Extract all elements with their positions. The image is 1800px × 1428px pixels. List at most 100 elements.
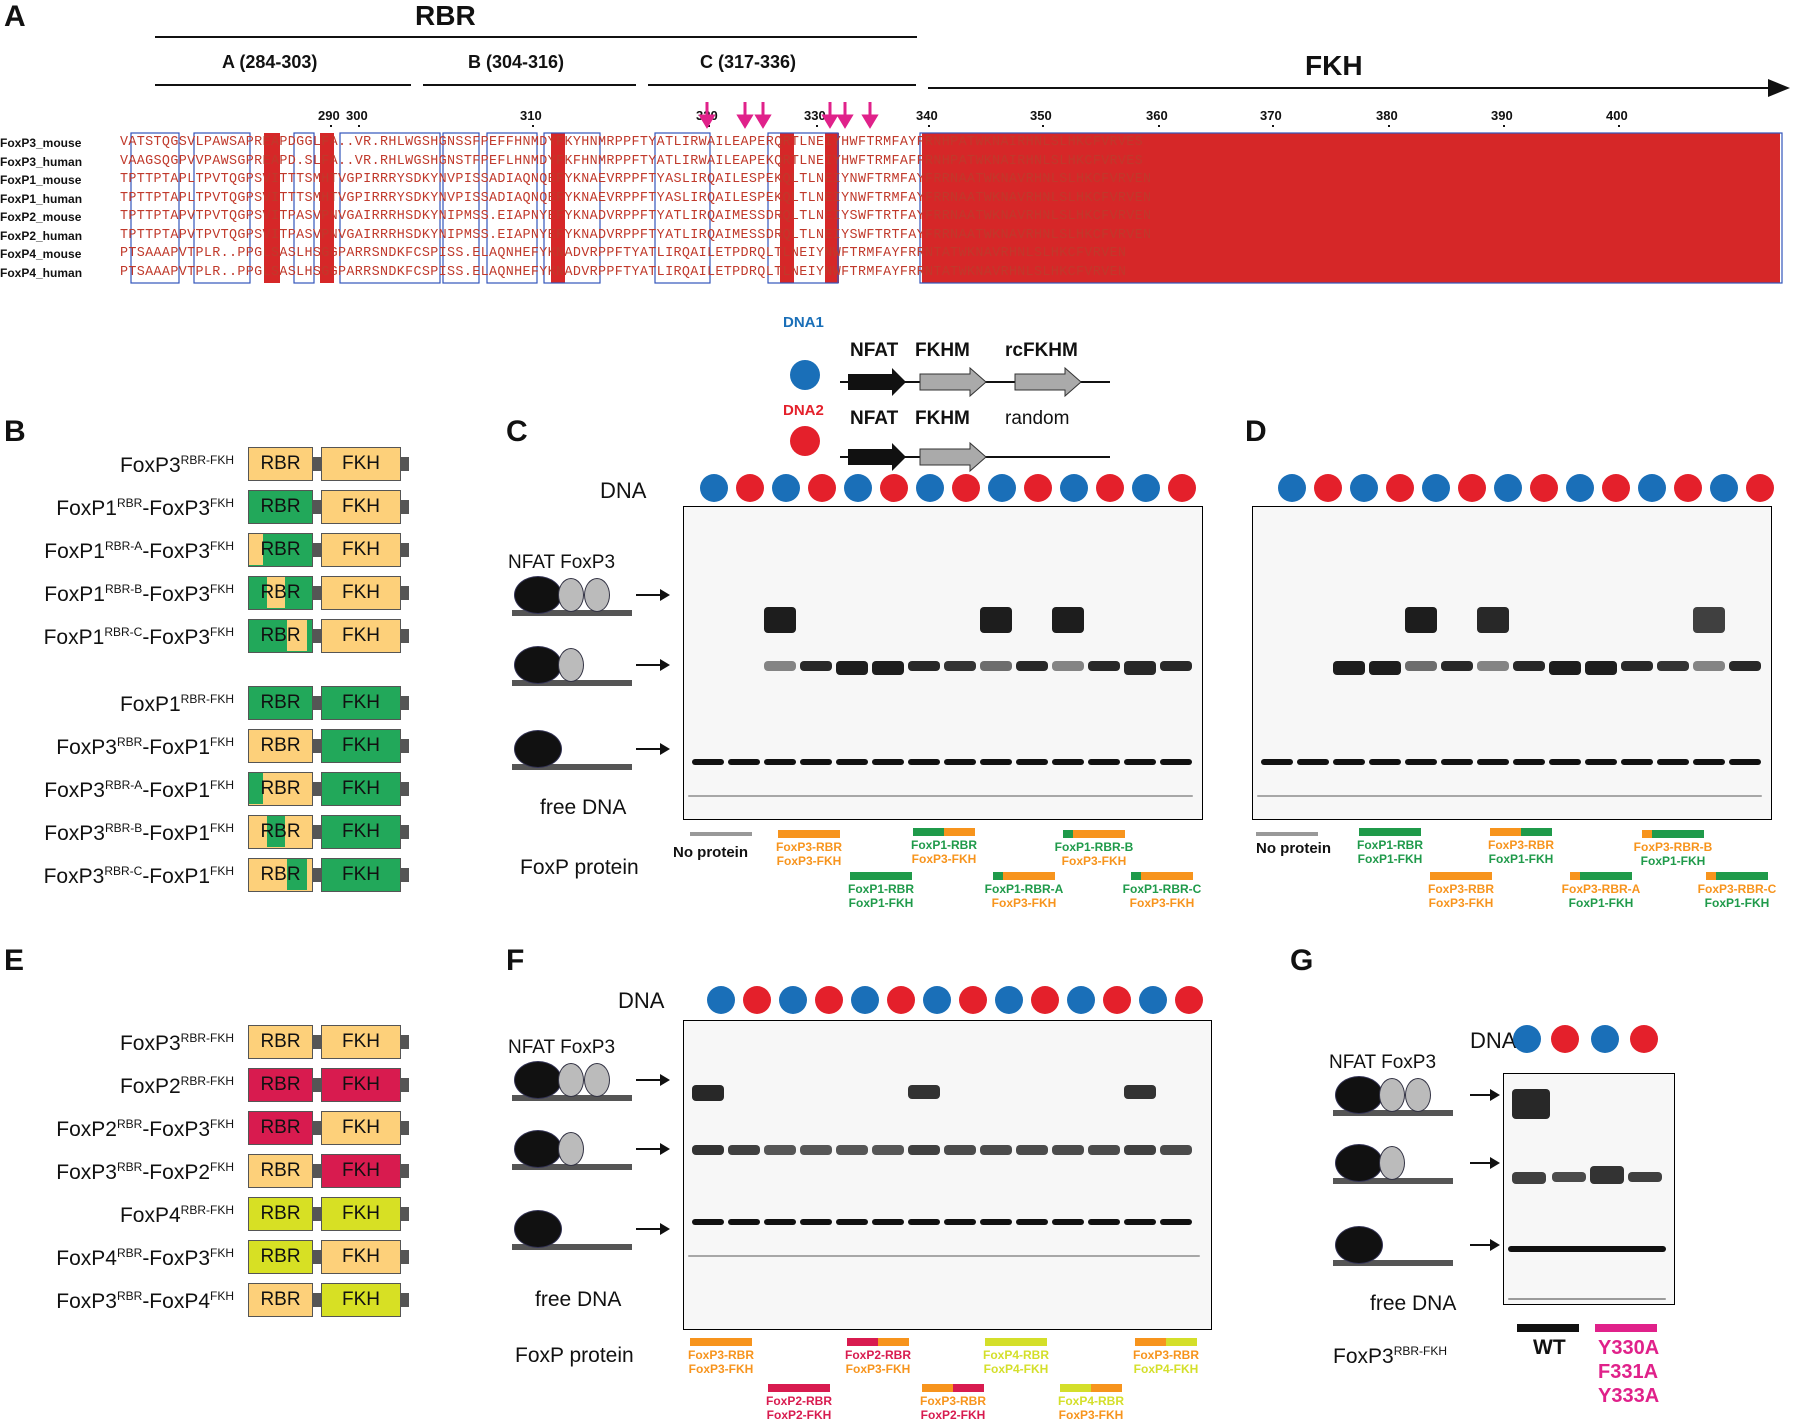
lane-bar bbox=[1490, 828, 1552, 836]
rbr-box: RBR bbox=[248, 1025, 313, 1059]
construct-sup1: RBR-C bbox=[104, 625, 143, 639]
arrow-icon bbox=[1470, 1089, 1500, 1101]
lane-bar-rbr bbox=[1706, 872, 1716, 880]
band-g-1d bbox=[1628, 1172, 1662, 1182]
band-g-1c bbox=[1590, 1166, 1624, 1184]
tick-dot bbox=[1388, 125, 1390, 127]
lane-fkh: FoxP3-FKH bbox=[911, 852, 977, 866]
construct-part1: FoxP2 bbox=[119, 1075, 181, 1098]
band-free bbox=[1693, 759, 1725, 765]
linker bbox=[313, 500, 321, 514]
lane-rbr: FoxP1-RBR-C bbox=[1122, 882, 1202, 896]
band-free bbox=[1621, 759, 1653, 765]
dna-dot bbox=[779, 986, 807, 1014]
rbr-box: RBR bbox=[248, 533, 313, 567]
band-complex bbox=[980, 661, 1012, 671]
lane-rbr: FoxP3-RBR-B bbox=[1633, 840, 1713, 854]
construct-sup2: FKH bbox=[210, 821, 234, 835]
linker bbox=[313, 1207, 321, 1221]
mutation-arrows bbox=[698, 102, 879, 129]
linker bbox=[313, 868, 321, 882]
foxp-protein-label-f: FoxP protein bbox=[515, 1344, 634, 1367]
arrow-icon bbox=[636, 743, 670, 755]
dna-dot bbox=[1060, 474, 1088, 502]
c-terminus bbox=[401, 586, 409, 600]
construct-row: FoxP3RBR-C-FoxP1FKH RBR FKH bbox=[0, 858, 420, 898]
dna-dot bbox=[707, 986, 735, 1014]
linker bbox=[313, 1250, 321, 1264]
lane-bar bbox=[1131, 872, 1193, 880]
fkh-box: FKH bbox=[321, 815, 401, 849]
gel-f bbox=[683, 1020, 1212, 1330]
band-complex bbox=[1549, 661, 1581, 675]
nfat-label-1: NFAT bbox=[850, 340, 899, 361]
lane-rbr: FoxP3-RBR bbox=[919, 1394, 986, 1408]
foxp3-icon bbox=[1405, 1078, 1431, 1112]
fkh-box: FKH bbox=[321, 1025, 401, 1059]
dna-dot bbox=[1458, 474, 1486, 502]
band-complex bbox=[872, 661, 904, 675]
lane-bar bbox=[1135, 1338, 1197, 1346]
dna-dot bbox=[1674, 474, 1702, 502]
band-free bbox=[728, 1219, 760, 1225]
band-complex bbox=[1160, 1145, 1192, 1155]
no-protein-label-d: No protein bbox=[1256, 840, 1331, 857]
nfat-icon bbox=[1335, 1144, 1383, 1182]
construct-sup1: RBR-A bbox=[104, 778, 143, 792]
rbr-text: RBR bbox=[260, 539, 301, 560]
band-free bbox=[944, 759, 976, 765]
band-free bbox=[836, 759, 868, 765]
lane-rbr: FoxP1-RBR-A bbox=[984, 882, 1064, 896]
rbr-box: RBR bbox=[248, 576, 313, 610]
foxp3-label: FoxP3 bbox=[1381, 1052, 1437, 1073]
lane-bar bbox=[985, 1338, 1047, 1346]
construct-name: FoxP2RBR-FKH bbox=[0, 1074, 234, 1099]
construct-sup2: FKH bbox=[210, 778, 234, 792]
construct-part1: FoxP3 bbox=[119, 454, 181, 477]
construct-part1: FoxP3 bbox=[56, 1161, 117, 1184]
band-complex bbox=[1405, 661, 1437, 671]
nfat-icon bbox=[514, 1061, 562, 1099]
construct-part1: FoxP1 bbox=[44, 540, 105, 563]
arrow-icon bbox=[1470, 1157, 1500, 1169]
fkh-box: FKH bbox=[321, 533, 401, 567]
band-free bbox=[1297, 759, 1329, 765]
construct-name: FoxP3RBR-B-FoxP1FKH bbox=[0, 821, 234, 846]
panel-label-c: C bbox=[506, 415, 528, 448]
fkh-arrow-line bbox=[928, 87, 1770, 89]
construct-name: FoxP3RBR-FKH bbox=[0, 453, 234, 478]
sequence-text: PTSAAAPVTPLR..PPGLSASLHSGGPARRSNDKFCSPIS… bbox=[120, 246, 1127, 261]
sequence-text: TPTTPTAPVTPVTQGPSVITPASVPNVGAIRRRHSDKYNI… bbox=[120, 227, 1152, 243]
lane-rbr: FoxP4-RBR bbox=[1057, 1394, 1124, 1408]
lane-rbr: FoxP2-RBR bbox=[765, 1394, 832, 1408]
linker bbox=[313, 825, 321, 839]
lane-bar bbox=[922, 1384, 984, 1392]
tick-dot bbox=[358, 125, 360, 127]
band-free bbox=[728, 759, 760, 765]
sequence-name: FoxP1_mouse bbox=[0, 173, 82, 187]
nfat-icon bbox=[514, 730, 562, 768]
construct-part1: FoxP3 bbox=[56, 736, 117, 759]
band-higher bbox=[908, 1085, 940, 1099]
band-free bbox=[944, 1219, 976, 1225]
band-bottom bbox=[1257, 795, 1762, 797]
band-higher bbox=[764, 607, 796, 633]
dna-dot bbox=[1278, 474, 1306, 502]
band-complex bbox=[872, 1145, 904, 1155]
linker bbox=[313, 543, 321, 557]
band-higher bbox=[1477, 607, 1509, 633]
arrow-icon bbox=[636, 659, 670, 671]
sequence-text: TPTTPTAPLTPVTQGPSVITTTSMHTVGPIRRRYSDKYNV… bbox=[120, 190, 1152, 206]
tick-label: 340 bbox=[916, 108, 938, 123]
panel-label-e: E bbox=[4, 944, 25, 977]
tick-dot bbox=[1042, 125, 1044, 127]
construct-row: FoxP1RBR-A-FoxP3FKH RBR FKH bbox=[0, 533, 420, 573]
sequence-name: FoxP4_human bbox=[0, 265, 83, 280]
lane-bar bbox=[768, 1384, 830, 1392]
tick-label: 290 bbox=[318, 108, 340, 123]
dna-strand bbox=[512, 1244, 632, 1250]
construct-row: FoxP2RBR-FoxP3FKH RBR FKH bbox=[0, 1111, 420, 1151]
construct-name: FoxP3RBR-A-FoxP1FKH bbox=[0, 778, 234, 803]
lane-rbr: FoxP1-RBR bbox=[1356, 838, 1423, 852]
rbr-text: RBR bbox=[260, 778, 301, 799]
